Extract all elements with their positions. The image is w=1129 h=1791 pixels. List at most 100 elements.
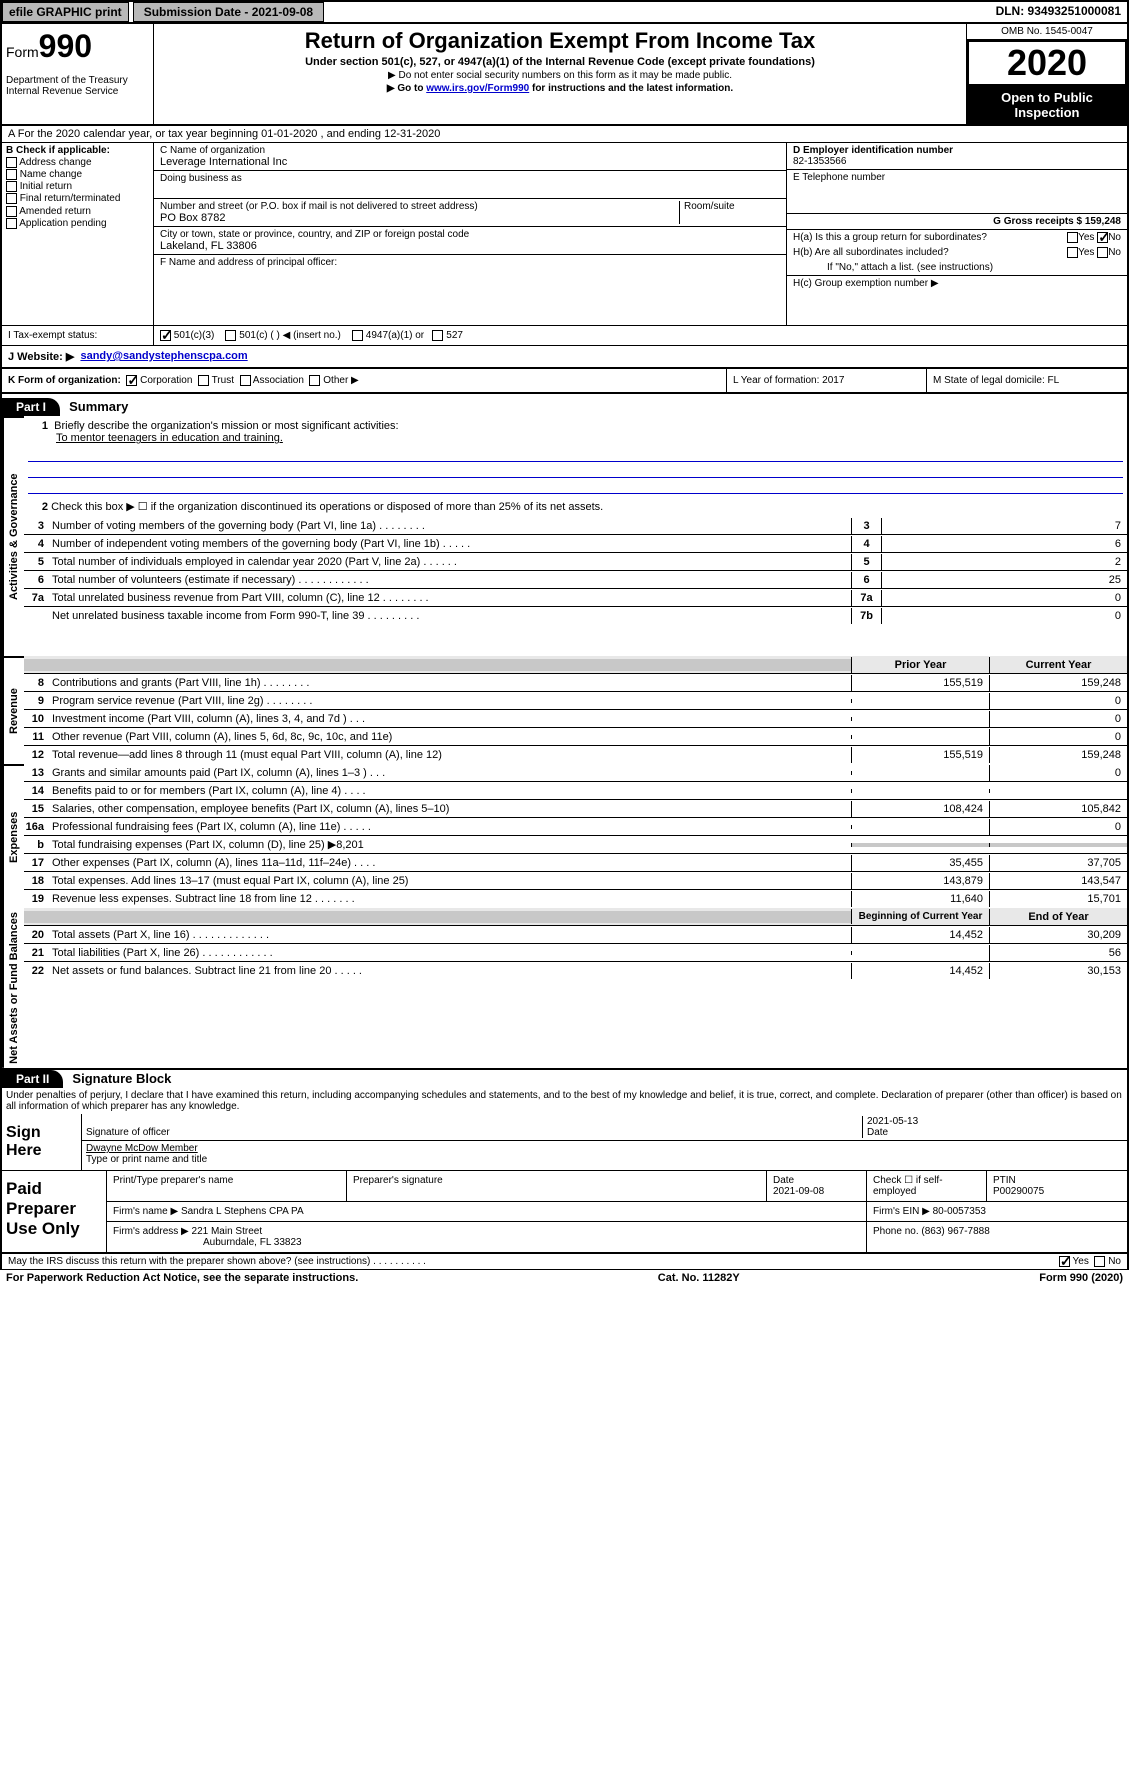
chk-final-return[interactable] [6,193,17,204]
blank-line [28,480,1123,494]
chk-address-change[interactable] [6,157,17,168]
chk-527[interactable] [432,330,443,341]
f-label: F Name and address of principal officer: [160,257,780,268]
summary-line: Net unrelated business taxable income fr… [24,607,1127,625]
summary-line: 13Grants and similar amounts paid (Part … [24,764,1127,782]
addr-label: Number and street (or P.O. box if mail i… [160,201,679,212]
hb-note: If "No," attach a list. (see instruction… [787,260,1127,275]
summary-line: 21Total liabilities (Part X, line 26) . … [24,944,1127,962]
footer-left: For Paperwork Reduction Act Notice, see … [6,1272,358,1284]
officer-name: Dwayne McDow Member [86,1143,198,1154]
status-row: I Tax-exempt status: 501(c)(3) 501(c) ( … [0,326,1129,346]
mission-statement: To mentor teenagers in education and tra… [52,432,1127,446]
summary-line: 10Investment income (Part VIII, column (… [24,710,1127,728]
governance-label: Activities & Governance [2,416,24,656]
chk-initial-return[interactable] [6,181,17,192]
part1-header: Part I [2,398,60,416]
chk-corp[interactable] [126,375,137,386]
submission-date: Submission Date - 2021-09-08 [133,2,324,22]
firm-phone: (863) 967-7888 [921,1226,989,1237]
d-label: D Employer identification number [793,145,1121,156]
efile-print-button[interactable]: efile GRAPHIC print [2,2,129,22]
chk-4947[interactable] [352,330,363,341]
note-ssn: ▶ Do not enter social security numbers o… [160,70,960,81]
end-year-hdr: End of Year [989,909,1127,925]
chk-ha-yes[interactable] [1067,232,1078,243]
chk-501c[interactable] [225,330,236,341]
chk-app-pending[interactable] [6,218,17,229]
summary-line: 5Total number of individuals employed in… [24,553,1127,571]
netassets-label: Net Assets or Fund Balances [2,908,24,1068]
summary-line: 14Benefits paid to or for members (Part … [24,782,1127,800]
begin-year-hdr: Beginning of Current Year [851,909,989,924]
summary-line: 22Net assets or fund balances. Subtract … [24,962,1127,980]
revenue-label: Revenue [2,656,24,764]
main-info-block: B Check if applicable: Address change Na… [0,143,1129,326]
note-goto-pre: ▶ Go to [387,83,426,94]
dept-treasury: Department of the Treasury Internal Reve… [6,75,149,97]
summary-line: 20Total assets (Part X, line 16) . . . .… [24,926,1127,944]
check-self-employed: Check ☐ if self-employed [867,1171,987,1201]
part1-title: Summary [69,399,128,414]
summary-line: bTotal fundraising expenses (Part IX, co… [24,836,1127,854]
prior-year-hdr: Prior Year [851,657,989,673]
dln: DLN: 93493251000081 [990,2,1127,22]
addr-value: PO Box 8782 [160,212,679,224]
summary-line: 11Other revenue (Part VIII, column (A), … [24,728,1127,746]
chk-assoc[interactable] [240,375,251,386]
city-value: Lakeland, FL 33806 [160,240,780,252]
footer-right: Form 990 (2020) [1039,1272,1123,1284]
summary-line: 6Total number of volunteers (estimate if… [24,571,1127,589]
chk-discuss-yes[interactable] [1059,1256,1070,1267]
form-title: Return of Organization Exempt From Incom… [160,28,960,54]
inspection-notice: Open to Public Inspection [967,86,1127,124]
line2-text: Check this box ▶ ☐ if the organization d… [51,501,603,513]
summary-line: 19Revenue less expenses. Subtract line 1… [24,890,1127,908]
m-state: M State of legal domicile: FL [927,369,1127,392]
chk-hb-no[interactable] [1097,247,1108,258]
dba-label: Doing business as [160,173,780,184]
j-label: J Website: ▶ [8,350,74,363]
form-subtitle: Under section 501(c), 527, or 4947(a)(1)… [160,56,960,68]
summary-line: 17Other expenses (Part IX, column (A), l… [24,854,1127,872]
omb-number: OMB No. 1545-0047 [967,24,1127,40]
firm-name: Sandra L Stephens CPA PA [181,1206,304,1217]
summary-line: 9Program service revenue (Part VIII, lin… [24,692,1127,710]
chk-amended[interactable] [6,206,17,217]
prep-date: 2021-09-08 [773,1186,824,1197]
topbar: efile GRAPHIC print Submission Date - 20… [0,0,1129,24]
firm-addr1: 221 Main Street [192,1226,263,1237]
firm-ein: 80-0057353 [933,1206,986,1217]
paid-preparer-label: Paid Preparer Use Only [2,1171,107,1252]
summary-line: 7aTotal unrelated business revenue from … [24,589,1127,607]
summary-line: 12Total revenue—add lines 8 through 11 (… [24,746,1127,764]
tax-year: 2020 [967,40,1127,86]
chk-discuss-no[interactable] [1094,1256,1105,1267]
firm-addr2: Auburndale, FL 33823 [203,1237,302,1248]
chk-name-change[interactable] [6,169,17,180]
footer-mid: Cat. No. 11282Y [658,1272,740,1284]
chk-501c3[interactable] [160,330,171,341]
summary-line: 3Number of voting members of the governi… [24,517,1127,535]
blank-line [28,448,1123,462]
city-label: City or town, state or province, country… [160,229,780,240]
irs-link[interactable]: www.irs.gov/Form990 [426,83,529,94]
c-label: C Name of organization [160,145,780,156]
chk-ha-no[interactable] [1097,232,1108,243]
sign-here-label: Sign Here [2,1114,82,1170]
chk-hb-yes[interactable] [1067,247,1078,258]
chk-trust[interactable] [198,375,209,386]
chk-other[interactable] [309,375,320,386]
summary-line: 18Total expenses. Add lines 13–17 (must … [24,872,1127,890]
form-number: 990 [39,28,92,64]
i-label: I Tax-exempt status: [2,326,154,345]
hb-label: H(b) Are all subordinates included? [793,247,949,258]
expenses-label: Expenses [2,764,24,908]
blank-line [28,464,1123,478]
form-header: Form990 Department of the Treasury Inter… [0,24,1129,126]
summary-line: 4Number of independent voting members of… [24,535,1127,553]
website-link[interactable]: sandy@sandystephenscpa.com [80,350,247,363]
col-b-header: B Check if applicable: [6,145,149,156]
ha-label: H(a) Is this a group return for subordin… [793,232,987,243]
summary-line: 15Salaries, other compensation, employee… [24,800,1127,818]
